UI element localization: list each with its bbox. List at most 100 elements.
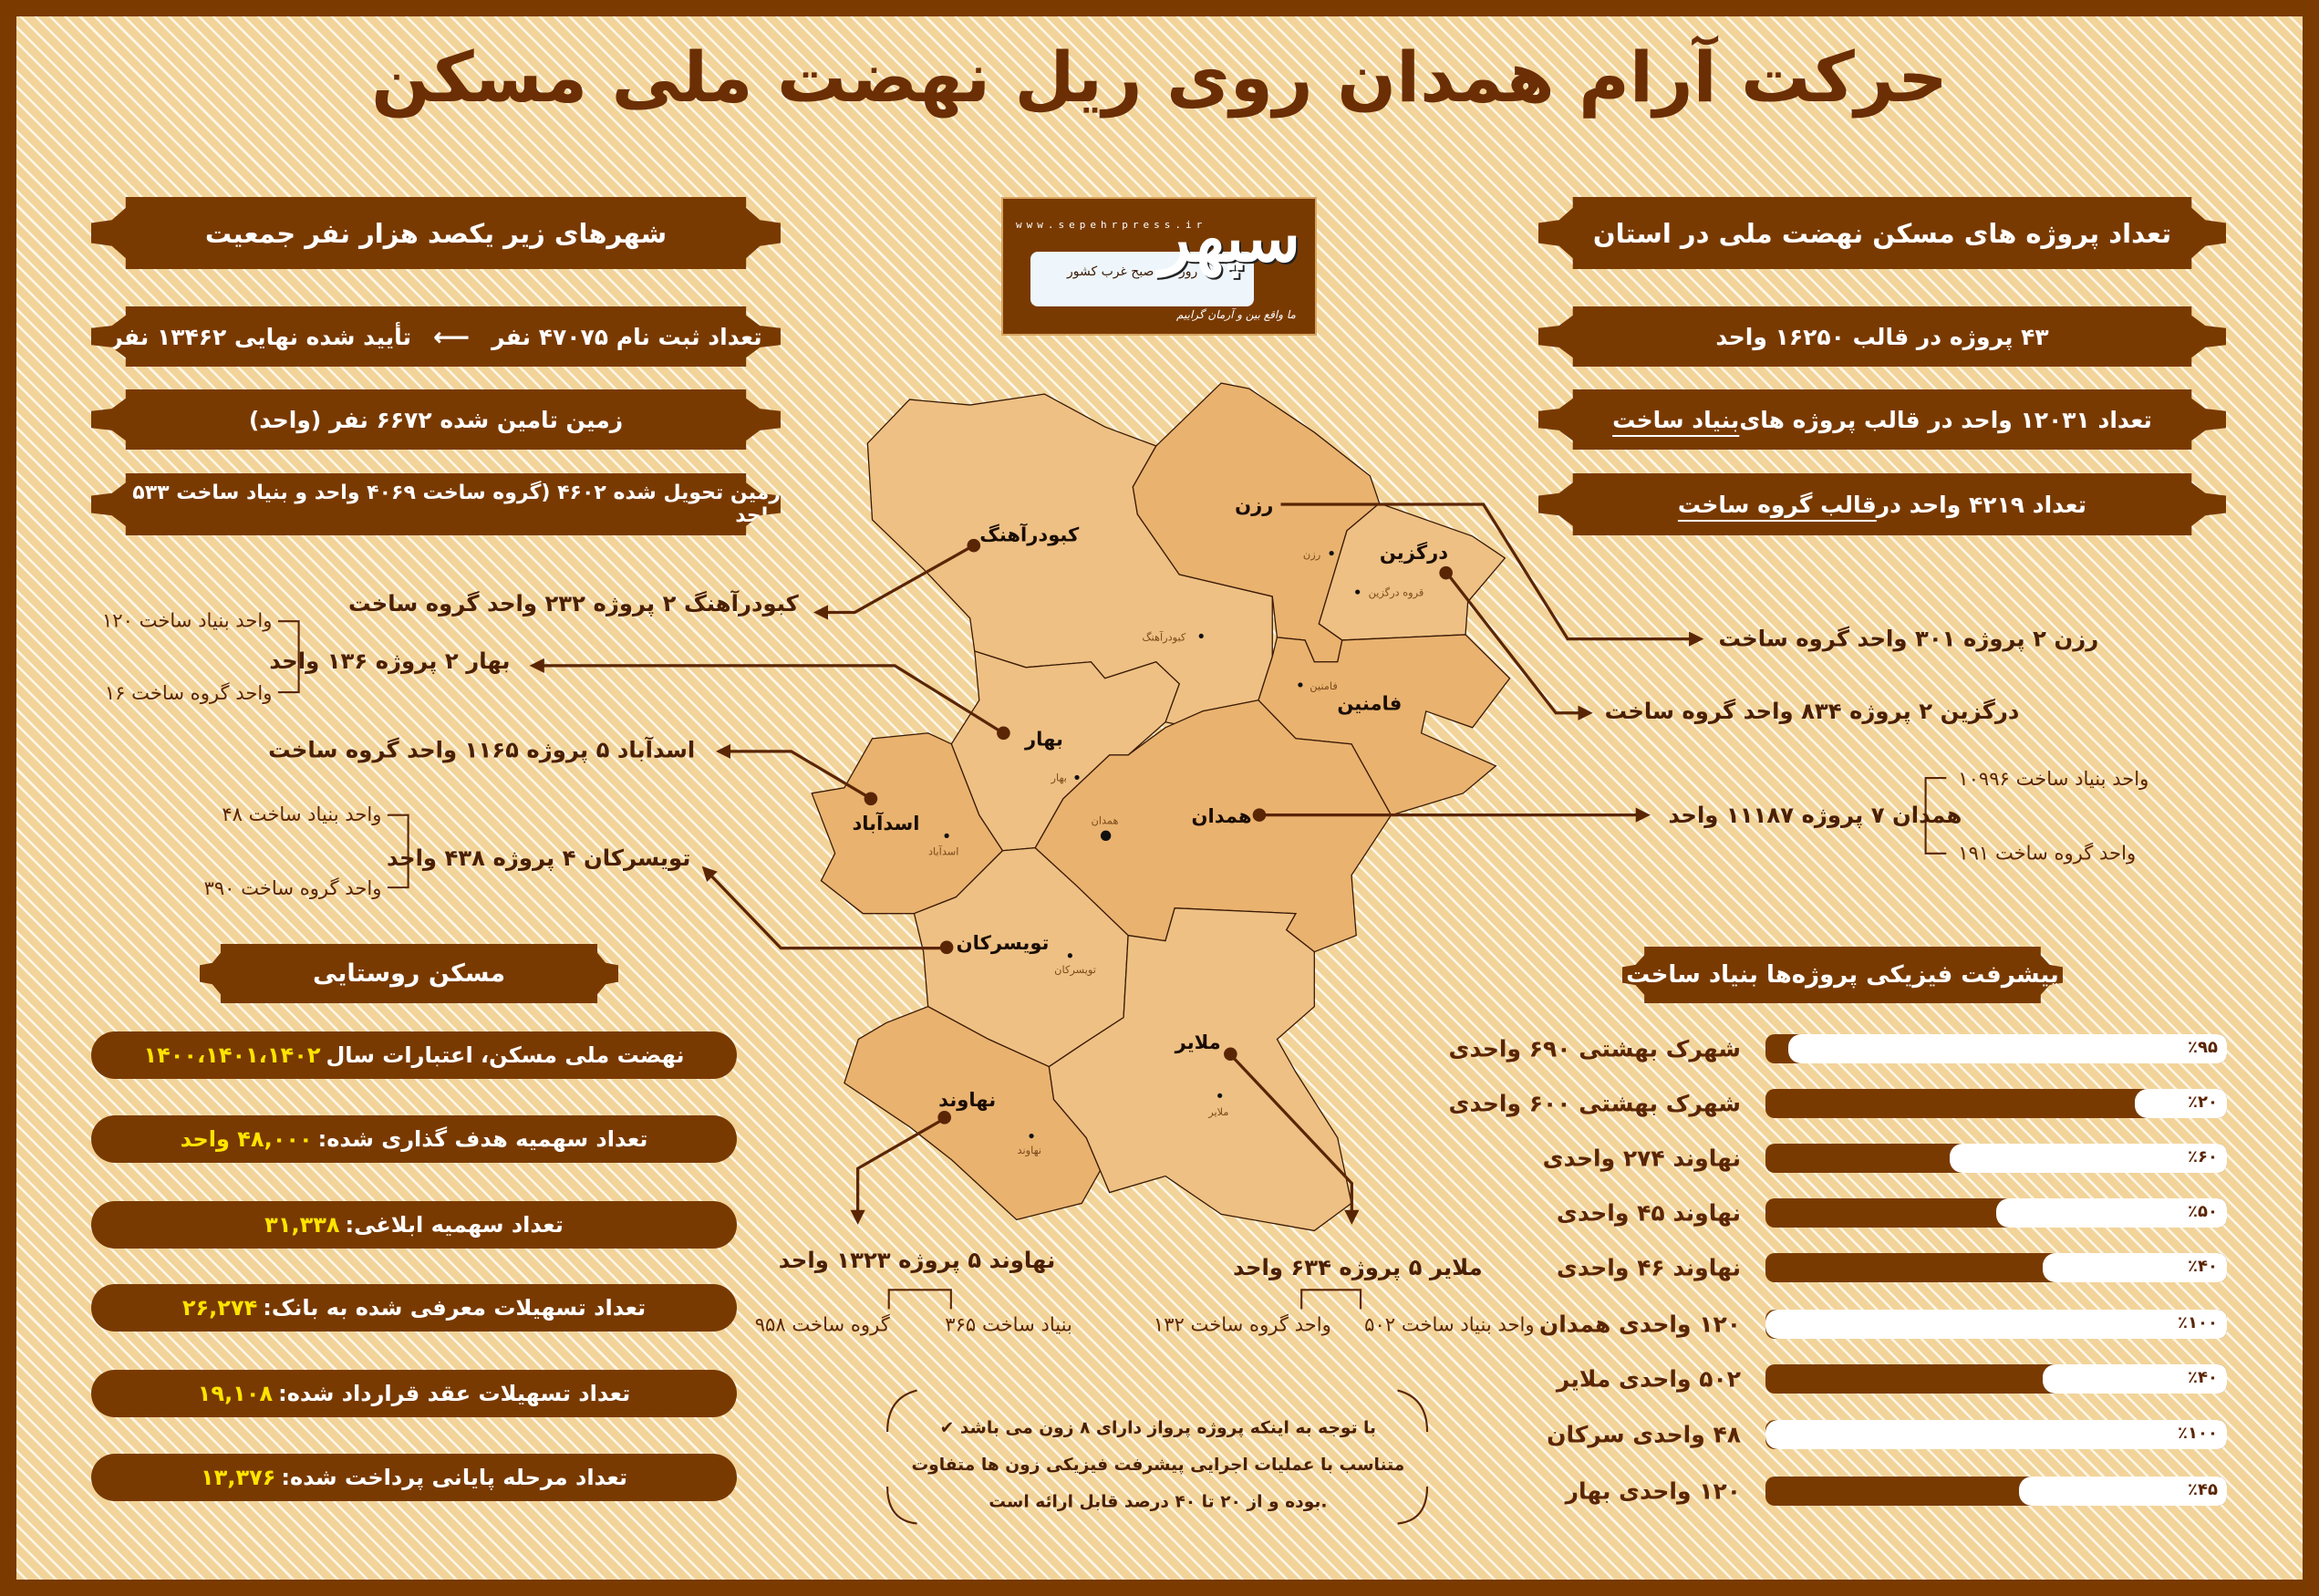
capital-label-bahar: بهار [1051, 771, 1067, 784]
progress-percent: ٪۹۵ [2188, 1038, 2218, 1057]
leader-nahavand [850, 1116, 947, 1225]
leader-tuyserkan [701, 865, 947, 950]
city-dot-hamadan [1100, 830, 1112, 842]
progress-bar-fill [2019, 1477, 2227, 1506]
note-line-2: متناسب با عملیات اجرایی پیشرفت فیزیکی زو… [911, 1456, 1404, 1475]
progress-bar-fill [2042, 1364, 2227, 1394]
group-units-text: تعداد ۴۲۱۹ واحد در [1876, 491, 2087, 518]
capital-label-razan: رزن [1303, 547, 1320, 561]
annotation-malayer-group: ۱۳۲ واحد گروه ساخت [1154, 1313, 1331, 1336]
city-dot-malayer [1217, 1093, 1223, 1098]
annotation-tuyserkan: تویسرکان ۴ پروژه ۴۳۸ واحد [387, 845, 690, 871]
note-line-3: بوده و از ۲۰ تا ۴۰ درصد قابل ارائه است. [989, 1493, 1327, 1512]
registered-count: تعداد ثبت نام ۴۷۰۷۵ نفر [492, 323, 762, 350]
progress-percent: ٪۴۰ [2188, 1368, 2218, 1387]
confirmed-count: تأیید شده نهایی ۱۳۴۶۲ نفر [109, 323, 411, 350]
annotation-hamadan-group: ۱۹۱ واحد گروه ساخت [1958, 841, 2136, 864]
dot-nahavand [937, 1111, 951, 1124]
right-panel-header: تعداد پروژه های مسکن نهضت ملی در استان [1538, 197, 2226, 269]
progress-label: ۵۰۲ واحدی ملایر [1556, 1365, 1741, 1393]
logo-tagline: روزنامه صبح غرب کشور [1067, 264, 1198, 279]
annotation-nahavand: نهاوند ۵ پروژه ۱۳۲۳ واحد [779, 1247, 1055, 1273]
capital-label-nahavand: نهاوند [1018, 1144, 1041, 1157]
rural-item: نهضت ملی مسکن، اعتبارات سال ۱۴۰۰،۱۴۰۱،۱۴۰… [91, 1031, 737, 1079]
progress-label: شهرک بهشتی ۶۰۰ واحدی [1448, 1090, 1741, 1117]
annotation-malayer-bonyad: ۵۰۲ واحد بنیاد ساخت [1364, 1313, 1534, 1336]
rural-item-value: ۱۹,۱۰۸ [197, 1381, 274, 1406]
rural-item: تعداد سهمیه ابلاغی: ۳۱,۳۳۸ [91, 1201, 737, 1249]
progress-percent: ٪۱۰۰ [2178, 1313, 2218, 1332]
bonyad-units-banner: تعداد ۱۲۰۳۱ واحد در قالب پروژه های بنیاد… [1538, 389, 2226, 450]
progress-percent: ٪۱۰۰ [2178, 1424, 2218, 1443]
progress-bar-fill [1950, 1144, 2227, 1173]
progress-percent: ٪۴۰ [2188, 1257, 2218, 1276]
capital-label-hamadan: همدان [1092, 814, 1119, 826]
annotation-hamadan: همدان ۷ پروژه ۱۱۱۸۷ واحد [1668, 802, 1962, 828]
progress-bar: ٪۶۰ [1765, 1144, 2227, 1173]
annotation-malayer: ملایر ۵ پروژه ۶۳۴ واحد [1233, 1254, 1483, 1280]
annotation-bahar: بهار ۲ پروژه ۱۳۶ واحد [269, 648, 510, 674]
bracket-bahar [277, 620, 300, 694]
registration-banner: تعداد ثبت نام ۴۷۰۷۵ نفر ⟵ تأیید شده نهای… [91, 306, 781, 367]
city-dot-famenin [1298, 682, 1303, 688]
region-label-asadabad: اسدآباد [852, 812, 919, 834]
annotation-nahavand-group: ۹۵۸ گروه ساخت [755, 1313, 891, 1336]
rural-item-label: تعداد تسهیلات معرفی شده به بانک: [263, 1295, 647, 1321]
progress-bar-fill [1788, 1034, 2227, 1063]
progress-percent: ٪۶۰ [2188, 1147, 2218, 1166]
dot-hamadan [1252, 808, 1267, 822]
progress-label: ۴۸ واحدی سرکان [1547, 1421, 1741, 1448]
city-dot-bahar [1074, 774, 1080, 781]
progress-label: شهرک بهشتی ۶۹۰ واحدی [1448, 1035, 1741, 1062]
progress-percent: ٪۲۰ [2188, 1093, 2218, 1112]
dot-asadabad [864, 792, 878, 806]
progress-percent: ٪۴۵ [2188, 1480, 2218, 1499]
left-panel-header: شهرهای زیر یکصد هزار نفر جمعیت [91, 197, 781, 269]
annotation-dargazin: درگزین ۲ پروژه ۸۳۴ واحد گروه ساخت [1605, 698, 2020, 724]
annotation-kabudarahang: کبودرآهنگ ۲ پروژه ۲۳۲ واحد گروه ساخت [348, 589, 800, 617]
capital-label-asadabad: اسدآباد [928, 845, 958, 857]
rural-item: تعداد سهمیه هدف گذاری شده: ۴۸,۰۰۰ واحد [91, 1115, 737, 1163]
bracket-hamadan [1924, 777, 1947, 855]
leader-bahar [529, 658, 1006, 735]
city-dot-dargazin [1355, 589, 1361, 595]
progress-bar: ٪۵۰ [1765, 1198, 2227, 1228]
arrow-left-icon: ⟵ [432, 321, 471, 352]
note-line-1: ✔ با توجه به اینکه پروژه پرواز دارای ۸ ز… [940, 1419, 1376, 1438]
capital-label-kabudarahang: کبودرآهنگ [1142, 630, 1186, 644]
dot-kabudarahang [967, 538, 981, 553]
capital-label-famenin: فامنین [1310, 679, 1337, 693]
logo-name: سپهر [1159, 199, 1300, 276]
rural-item: تعداد مرحله پایانی پرداخت شده: ۱۳,۳۷۶ [91, 1454, 737, 1501]
city-dot-asadabad [944, 833, 949, 838]
region-label-malayer: ملایر [1175, 1031, 1221, 1053]
region-malayer [1048, 907, 1352, 1232]
bracket-tuyserkan [387, 814, 409, 889]
region-label-bahar: بهار [1024, 727, 1063, 750]
progress-label: ۱۲۰ واحدی بهار [1565, 1477, 1741, 1505]
rural-item-value: ۲۶,۲۷۴ [181, 1295, 258, 1321]
note-bracket-left [886, 1389, 917, 1525]
rural-item-label: تعداد تسهیلات عقد قرارداد شده: [278, 1381, 631, 1406]
leader-razan [1280, 503, 1704, 647]
annotation-tuyserkan-bonyad: ۴۸ واحد بنیاد ساخت [222, 803, 381, 825]
dot-malayer [1224, 1047, 1237, 1062]
annotation-nahavand-bonyad: ۳۶۵ بنیاد ساخت [945, 1313, 1072, 1336]
progress-label: نهاوند ۴۶ واحدی [1556, 1254, 1741, 1281]
rural-item-label: تعداد سهمیه ابلاغی: [345, 1212, 564, 1238]
progress-bar: ٪۴۰ [1765, 1364, 2227, 1394]
logo-motto: ما واقع بین و آرمان گراییم [1176, 308, 1296, 321]
page-title: حرکت آرام همدان روی ریل نهضت ملی مسکن [371, 36, 1948, 118]
leader-malayer [1229, 1053, 1360, 1225]
group-units-banner: تعداد ۴۲۱۹ واحد در قالب گروه ساخت [1538, 473, 2226, 535]
progress-bar-fill [2042, 1253, 2227, 1282]
city-dot-razan [1329, 550, 1334, 556]
dot-tuyserkan [939, 940, 954, 955]
city-dot-kabudarahang [1198, 633, 1204, 638]
rural-item-value: ۳۱,۳۳۸ [264, 1212, 340, 1238]
annotation-bahar-bonyad: ۱۲۰ واحد بنیاد ساخت [102, 609, 272, 632]
progress-bar: ٪۱۰۰ [1765, 1310, 2227, 1339]
region-label-hamadan: همدان [1192, 804, 1252, 827]
progress-bar-fill [1765, 1420, 2227, 1449]
